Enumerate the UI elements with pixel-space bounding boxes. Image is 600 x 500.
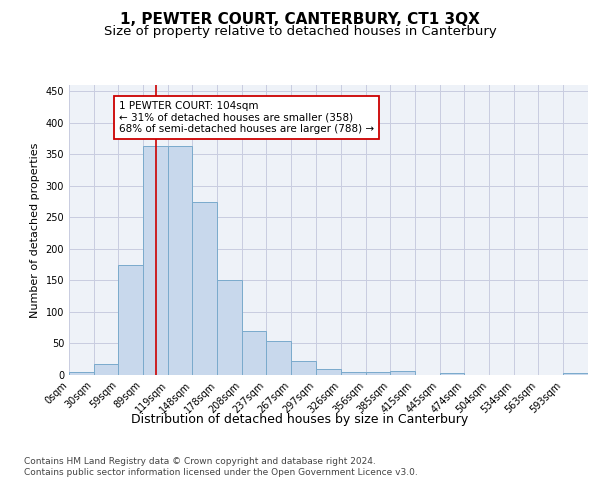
Bar bbox=[390, 371, 415, 375]
Bar bbox=[266, 341, 292, 375]
Bar bbox=[217, 280, 242, 375]
Bar bbox=[242, 331, 266, 375]
Text: Size of property relative to detached houses in Canterbury: Size of property relative to detached ho… bbox=[104, 25, 496, 38]
Bar bbox=[143, 146, 168, 375]
Bar bbox=[563, 373, 588, 375]
Bar bbox=[292, 360, 316, 375]
Bar bbox=[94, 364, 118, 375]
Bar bbox=[118, 264, 143, 375]
Bar bbox=[168, 146, 192, 375]
Bar bbox=[69, 372, 94, 375]
Bar bbox=[440, 373, 464, 375]
Bar bbox=[341, 372, 365, 375]
Bar bbox=[192, 202, 217, 375]
Text: Distribution of detached houses by size in Canterbury: Distribution of detached houses by size … bbox=[131, 412, 469, 426]
Y-axis label: Number of detached properties: Number of detached properties bbox=[30, 142, 40, 318]
Bar bbox=[365, 372, 390, 375]
Text: 1 PEWTER COURT: 104sqm
← 31% of detached houses are smaller (358)
68% of semi-de: 1 PEWTER COURT: 104sqm ← 31% of detached… bbox=[119, 101, 374, 134]
Text: Contains HM Land Registry data © Crown copyright and database right 2024.
Contai: Contains HM Land Registry data © Crown c… bbox=[24, 458, 418, 477]
Text: 1, PEWTER COURT, CANTERBURY, CT1 3QX: 1, PEWTER COURT, CANTERBURY, CT1 3QX bbox=[120, 12, 480, 28]
Bar bbox=[316, 368, 341, 375]
